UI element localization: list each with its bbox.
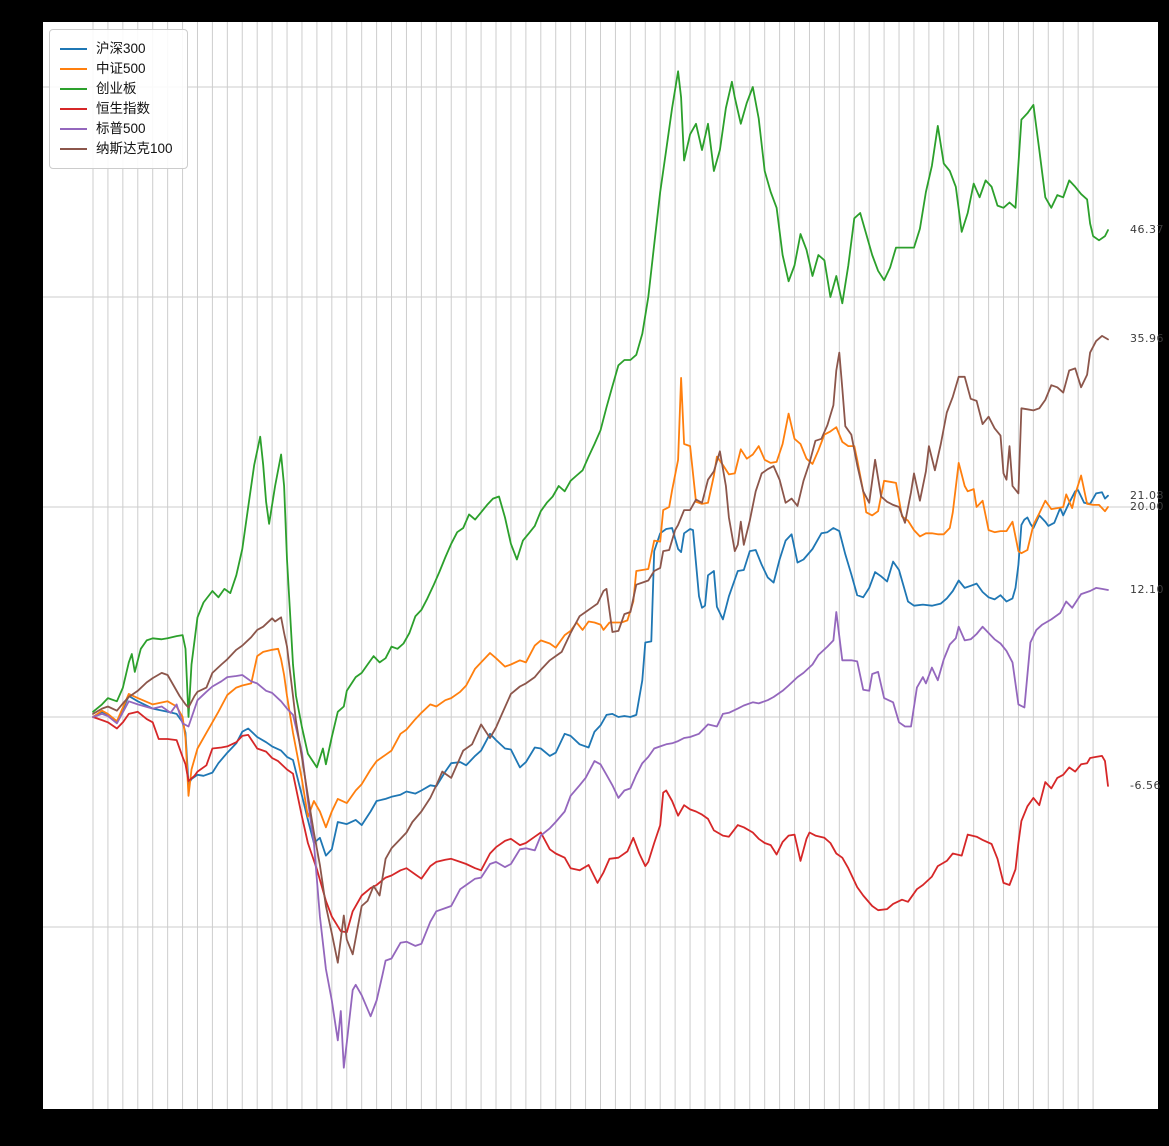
legend-line-swatch-zz500 [60,68,87,70]
legend-item-zz500: 中证500 [60,59,173,79]
end-value-label-ndx: 35.96 [1130,332,1164,346]
legend-line-swatch-ndx [60,148,87,150]
legend-item-hsi: 恒生指数 [60,99,173,119]
legend-label-hsi: 恒生指数 [96,101,150,116]
legend-line-swatch-chinext [60,88,87,90]
legend-line-swatch-hsi [60,108,87,110]
end-value-label-zz500: 20.00 [1130,500,1164,513]
end-value-label-chinext: 46.37 [1130,223,1164,237]
legend-item-ndx: 纳斯达克100 [60,139,173,159]
legend-item-chinext: 创业板 [60,79,173,99]
legend-label-spx: 标普500 [96,121,146,136]
legend-line-swatch-spx [60,128,87,130]
end-value-label-hsi: -6.56 [1130,778,1161,792]
legend-line-swatch-hs300 [60,48,87,50]
legend-item-hs300: 沪深300 [60,39,173,59]
legend-label-hs300: 沪深300 [96,41,146,56]
legend-item-spx: 标普500 [60,119,173,139]
end-value-label-hs300: 21.08 [1130,488,1164,502]
end-value-label-spx: 12.10 [1130,582,1164,596]
legend: 沪深300 中证500 创业板 恒生指数 标普500 纳斯达克100 [49,29,188,169]
legend-label-zz500: 中证500 [96,61,146,76]
legend-label-ndx: 纳斯达克100 [96,141,173,156]
legend-label-chinext: 创业板 [96,81,137,96]
